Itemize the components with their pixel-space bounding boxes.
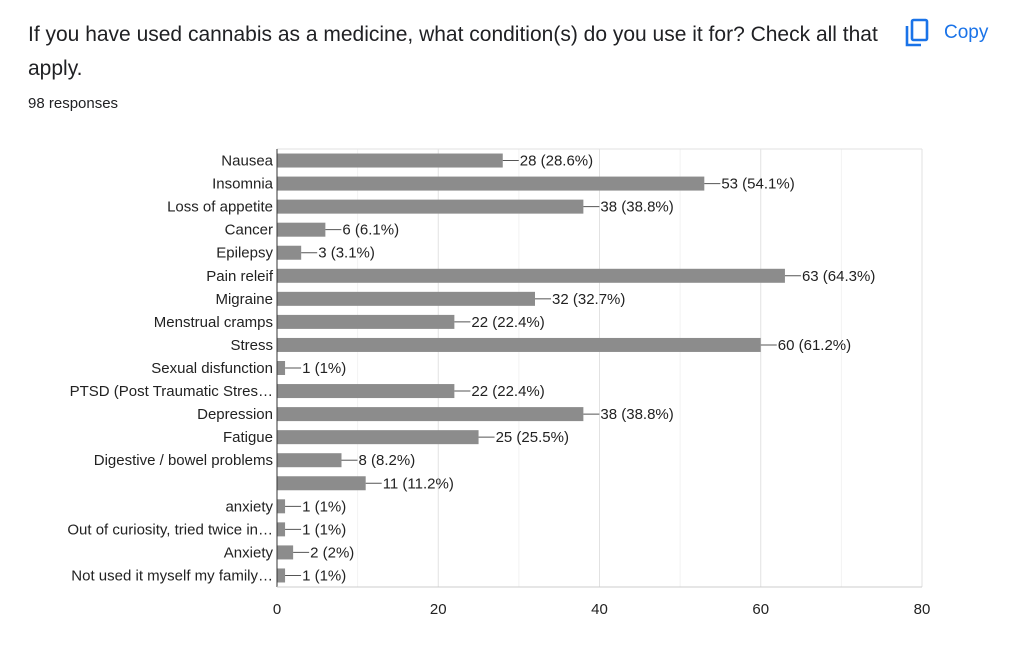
bar	[277, 545, 294, 560]
bar	[277, 430, 479, 445]
bar	[277, 337, 761, 352]
category-label: Nausea	[221, 153, 273, 170]
category-label: Fatigue	[223, 429, 273, 446]
data-label: 11 (11.2%)	[383, 475, 454, 492]
data-label: 2 (2%)	[310, 544, 354, 561]
x-tick-label: 40	[591, 601, 608, 618]
data-label: 32 (32.7%)	[552, 291, 625, 308]
category-label: Insomnia	[212, 176, 274, 193]
bar	[277, 176, 705, 191]
chart-axes: Nausea Insomnia Loss of appetite Cancer Epil…	[67, 149, 930, 618]
category-label: Cancer	[225, 222, 273, 239]
category-label: Migraine	[215, 291, 273, 308]
data-label: 28 (28.6%)	[520, 153, 593, 170]
chart-bars: 28 (28.6%) 53 (54.1%) 38 (38.8%) 6 (6.1%) 3 …	[277, 153, 875, 584]
bar	[277, 199, 584, 214]
data-label: 60 (61.2%)	[778, 337, 851, 354]
chart-grid	[277, 148, 923, 587]
category-label: Digestive / bowel problems	[94, 452, 273, 469]
copy-button-label: Copy	[944, 22, 989, 43]
data-label: 3 (3.1%)	[318, 245, 375, 262]
data-label: 1 (1%)	[302, 567, 346, 584]
bar	[277, 291, 535, 306]
x-tick-label: 60	[752, 601, 769, 618]
category-label: Epilepsy	[216, 245, 273, 262]
data-label: 6 (6.1%)	[342, 222, 399, 239]
bar	[277, 499, 286, 514]
category-label: Anxiety	[224, 544, 274, 561]
category-label: Menstrual cramps	[154, 314, 273, 331]
data-label: 1 (1%)	[302, 521, 346, 538]
bar	[277, 384, 455, 399]
bar	[277, 476, 366, 491]
category-label: Depression	[197, 406, 273, 423]
copy-button[interactable]: Copy	[904, 14, 988, 52]
response-count: 98 responses	[28, 95, 119, 112]
bar	[277, 361, 286, 375]
bar	[277, 568, 286, 583]
x-tick-label: 20	[430, 601, 447, 618]
category-label: Out of curiosity, tried twice in…	[67, 521, 273, 538]
bar	[277, 268, 785, 283]
data-label: 63 (64.3%)	[802, 268, 875, 285]
x-tick-label: 0	[273, 601, 281, 618]
data-label: 38 (38.8%)	[600, 199, 673, 216]
data-label: 22 (22.4%)	[471, 314, 544, 331]
category-label: Not used it myself my family…	[71, 567, 273, 584]
category-label: Pain releif	[206, 268, 274, 285]
bar	[277, 407, 584, 422]
category-label: Sexual disfunction	[151, 360, 273, 377]
bar	[277, 453, 342, 468]
category-label: PTSD (Post Traumatic Stres…	[70, 383, 273, 400]
category-label: Loss of appetite	[167, 199, 273, 216]
bar	[277, 314, 455, 329]
bar	[277, 522, 286, 537]
data-label: 53 (54.1%)	[721, 176, 794, 193]
data-label: 25 (25.5%)	[496, 429, 569, 446]
data-label: 1 (1%)	[302, 498, 346, 515]
bar	[277, 153, 503, 168]
category-label: Stress	[230, 337, 273, 354]
category-label: anxiety	[225, 498, 273, 515]
data-label: 1 (1%)	[302, 360, 346, 377]
data-label: 8 (8.2%)	[359, 452, 416, 469]
bar	[277, 245, 302, 260]
bar	[277, 222, 326, 237]
data-label: 22 (22.4%)	[471, 383, 544, 400]
data-label: 38 (38.8%)	[600, 406, 673, 423]
copy-icon	[904, 18, 930, 48]
question-title: If you have used cannabis as a medicine,…	[28, 23, 878, 80]
x-tick-label: 80	[914, 601, 931, 618]
